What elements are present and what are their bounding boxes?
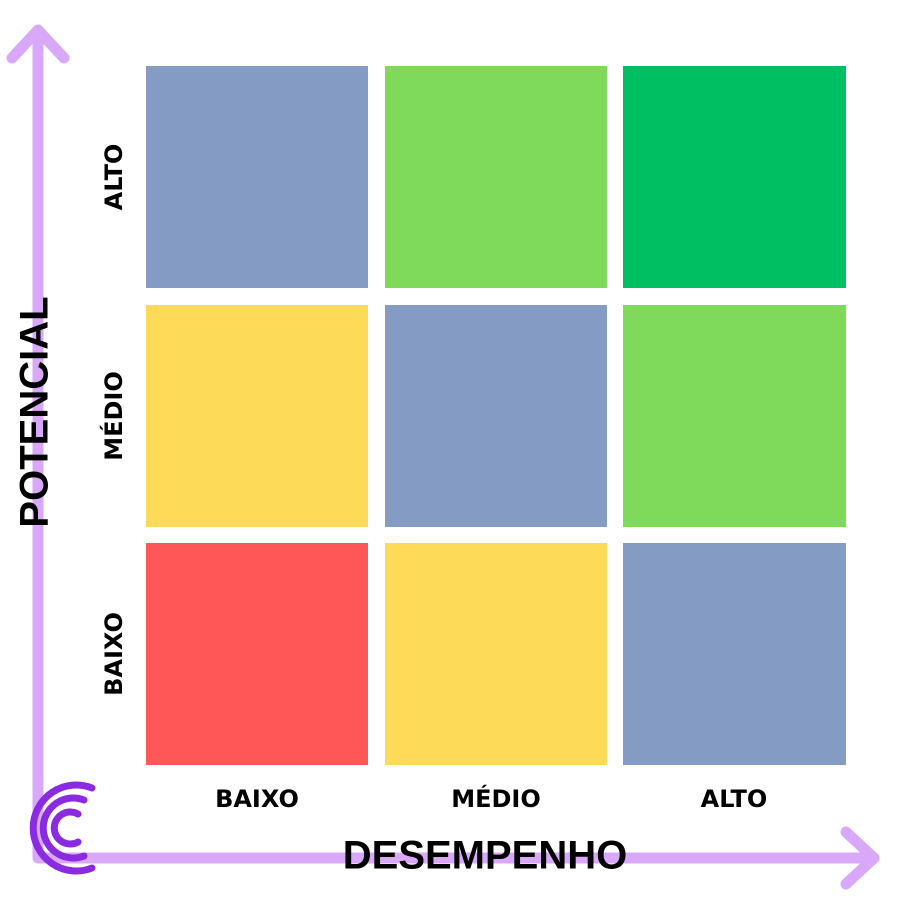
- cell: [385, 305, 607, 527]
- row-label: BAIXO: [100, 612, 128, 696]
- logo-arc: [39, 794, 88, 862]
- cell: [146, 66, 368, 288]
- cell: [623, 66, 846, 288]
- logo-arc: [50, 808, 82, 848]
- row-label: MÉDIO: [99, 371, 128, 461]
- cell: [623, 543, 846, 765]
- row-label: ALTO: [100, 144, 128, 211]
- logo-arc: [29, 781, 96, 875]
- x-axis-title: DESEMPENHO: [343, 834, 628, 878]
- column-label: BAIXO: [215, 785, 299, 813]
- column-label: ALTO: [701, 785, 768, 813]
- axes: [6, 24, 880, 890]
- cell: [146, 543, 368, 765]
- cell: [385, 543, 607, 765]
- cell: [623, 305, 846, 527]
- logo: [29, 781, 96, 875]
- x-axis-arrow: [840, 826, 880, 890]
- cell: [385, 66, 607, 288]
- y-axis-title: POTENCIAL: [13, 296, 57, 527]
- cells: [146, 66, 846, 765]
- column-label: MÉDIO: [451, 784, 541, 813]
- y-axis-arrow: [6, 24, 70, 64]
- cell: [146, 305, 368, 527]
